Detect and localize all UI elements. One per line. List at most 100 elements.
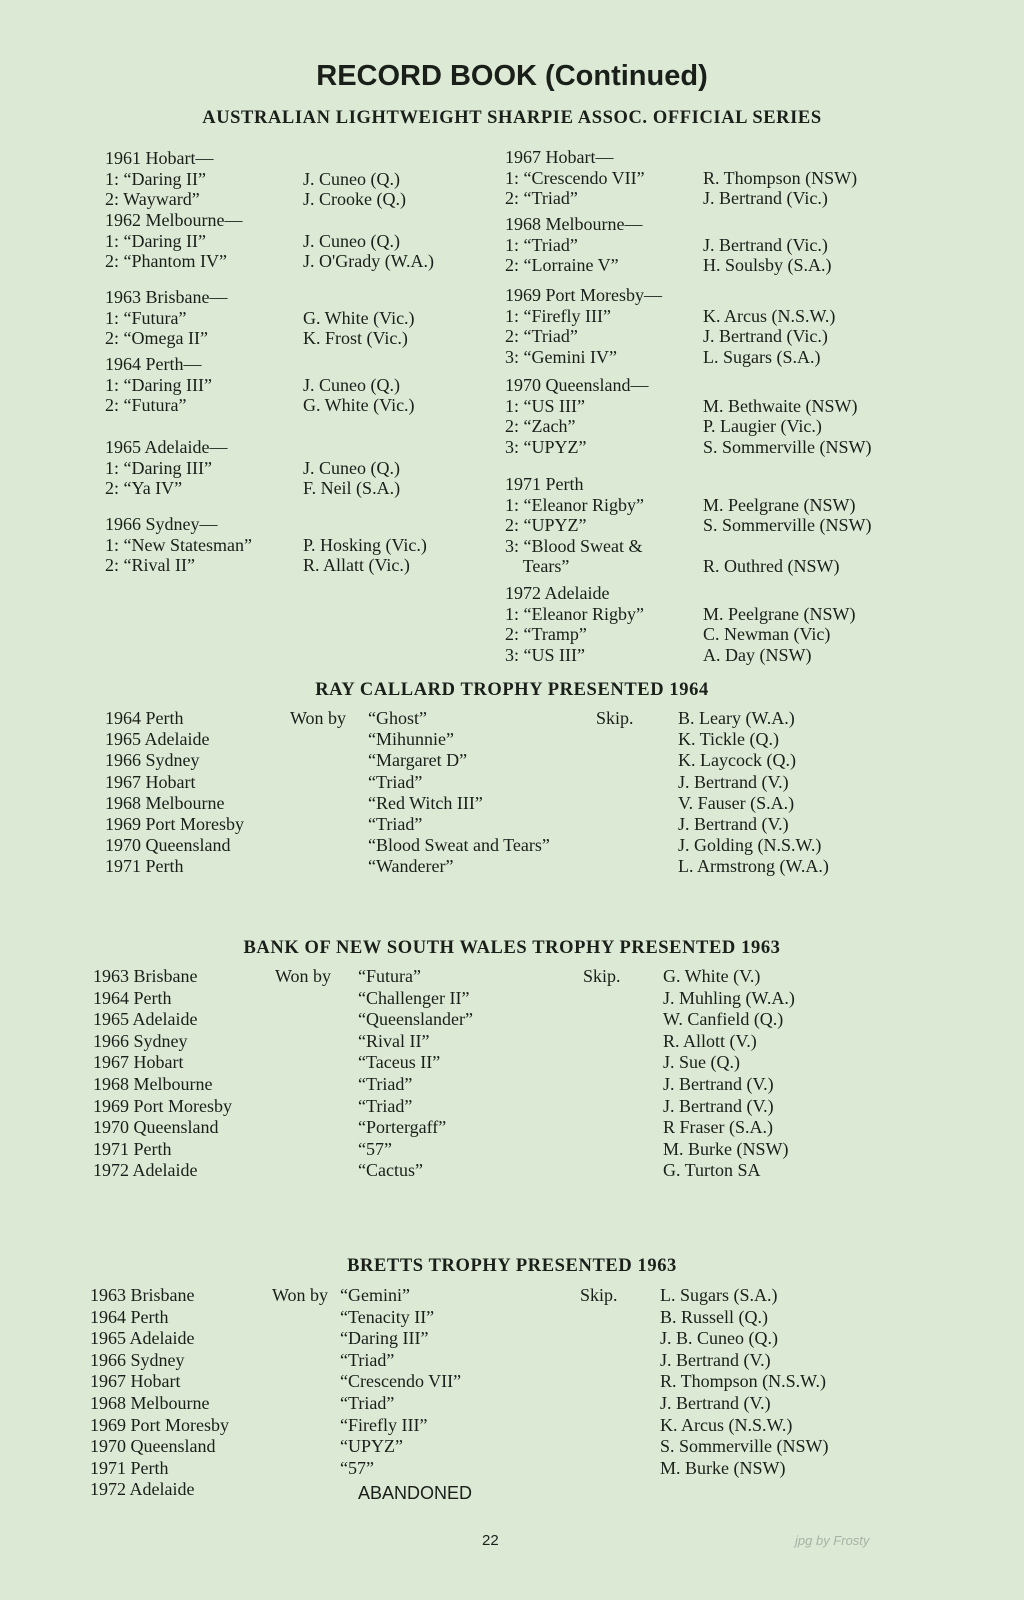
year-venue: 1968 Melbourne xyxy=(93,1074,213,1094)
boat-name: 1: “Firefly III” xyxy=(505,305,611,326)
skipper-name: J. Cuneo (Q.) xyxy=(303,230,400,251)
boat-name: 2: “Triad” xyxy=(505,326,578,347)
event-heading: 1971 Perth xyxy=(505,474,584,494)
boat-name: “Triad” xyxy=(340,1349,395,1370)
boat-name: “Portergaff” xyxy=(358,1117,447,1138)
boat-name: 2: “Ya IV” xyxy=(105,478,183,499)
year-venue: 1970 Queensland xyxy=(90,1436,216,1457)
boat-name: “Ghost” xyxy=(368,708,427,728)
boat-name: 1: “Daring III” xyxy=(105,457,212,478)
skipper-name: J. Bertrand (V.) xyxy=(663,1095,774,1116)
year-venue: 1971 Perth xyxy=(93,1138,172,1159)
skipper-name: M. Burke (NSW) xyxy=(660,1457,786,1478)
boat-name: 1: “Futura” xyxy=(105,307,187,328)
skipper-name: R. Thompson (N.S.W.) xyxy=(660,1371,827,1392)
skipper-name: J. Bertrand (Vic.) xyxy=(703,188,828,209)
skipper-name: L. Armstrong (W.A.) xyxy=(678,856,829,877)
skipper-name: P. Laugier (Vic.) xyxy=(703,416,822,437)
skipper-name: R. Allott (V.) xyxy=(663,1030,757,1051)
boat-name: “Mihunnie” xyxy=(368,729,454,750)
skipper-name: R. Thompson (NSW) xyxy=(703,167,858,188)
boat-name: “Cactus” xyxy=(358,1160,423,1181)
skipper-name: M. Peelgrane (NSW) xyxy=(703,603,856,624)
year-venue: 1970 Queensland xyxy=(93,1117,219,1138)
boat-name: “Gemini” xyxy=(340,1285,410,1305)
skipper-name: M. Burke (NSW) xyxy=(663,1138,789,1159)
abandoned-note: ABANDONED xyxy=(358,1483,473,1504)
boat-name: 1: “Crescendo VII” xyxy=(505,167,645,188)
year-venue: 1964 Perth xyxy=(93,987,172,1008)
boat-name: “Futura” xyxy=(358,966,421,986)
event-heading: 1965 Adelaide— xyxy=(105,437,228,457)
boat-name: 2: Wayward” xyxy=(105,189,200,210)
boat-name: “Triad” xyxy=(368,771,423,792)
skipper-name: S. Sommerville (NSW) xyxy=(660,1436,829,1457)
skipper-name: J. Bertrand (V.) xyxy=(660,1349,771,1370)
skipper-name: P. Hosking (Vic.) xyxy=(303,534,427,555)
year-venue: 1969 Port Moresby xyxy=(90,1414,229,1435)
boat-name: 2: “Omega II” xyxy=(105,328,208,349)
skipper-name: J. Muhling (W.A.) xyxy=(663,987,795,1008)
boat-name: 2: “Triad” xyxy=(505,188,578,209)
skipper-name: M. Bethwaite (NSW) xyxy=(703,395,858,416)
boat-name: 2: “Zach” xyxy=(505,416,576,437)
event-heading: 1962 Melbourne— xyxy=(105,210,243,230)
trophy-heading: BANK OF NEW SOUTH WALES TROPHY PRESENTED… xyxy=(243,938,781,958)
boat-name: “Blood Sweat and Tears” xyxy=(368,835,550,856)
year-venue: 1968 Melbourne xyxy=(90,1393,210,1413)
boat-name: “Triad” xyxy=(368,814,423,834)
skipper-name: L. Sugars (S.A.) xyxy=(703,346,821,367)
won-by-label: Won by xyxy=(275,966,332,986)
boat-name: 2: “Phantom IV” xyxy=(105,251,227,272)
trophy-heading: BRETTS TROPHY PRESENTED 1963 xyxy=(347,1256,677,1276)
skipper-name: S. Sommerville (NSW) xyxy=(703,436,872,457)
skipper-name: G. White (V.) xyxy=(663,966,761,986)
skipper-name: M. Peelgrane (NSW) xyxy=(703,494,856,515)
boat-name: “Triad” xyxy=(358,1074,413,1094)
boat-name: 3: “US III” xyxy=(505,644,585,665)
skipper-name: B. Leary (W.A.) xyxy=(678,708,795,728)
skipper-name: R. Allatt (Vic.) xyxy=(303,555,410,576)
skipper-name: K. Arcus (N.S.W.) xyxy=(703,305,836,326)
year-venue: 1965 Adelaide xyxy=(93,1009,198,1030)
year-venue: 1967 Hobart xyxy=(105,771,196,792)
skipper-name: K. Arcus (N.S.W.) xyxy=(660,1414,793,1435)
skipper-name: G. White (Vic.) xyxy=(303,395,415,416)
boat-name: “Daring III” xyxy=(340,1328,429,1349)
year-venue: 1972 Adelaide xyxy=(93,1160,198,1181)
event-heading: 1970 Queensland— xyxy=(505,375,649,395)
event-heading: 1964 Perth— xyxy=(105,354,202,374)
boat-name: 2: “Tramp” xyxy=(505,624,587,645)
year-venue: 1963 Brisbane xyxy=(90,1285,195,1305)
skipper-name: L. Sugars (S.A.) xyxy=(660,1285,778,1305)
year-venue: 1966 Sydney xyxy=(93,1030,188,1051)
skipper-name: R. Outhred (NSW) xyxy=(703,556,840,577)
boat-name: 1: “Eleanor Rigby” xyxy=(505,494,644,515)
skipper-name: H. Soulsby (S.A.) xyxy=(703,255,832,276)
skipper-name: J. Bertrand (V.) xyxy=(678,814,789,834)
boat-name: “57” xyxy=(340,1457,374,1478)
year-venue: 1964 Perth xyxy=(90,1306,169,1327)
year-venue: 1963 Brisbane xyxy=(93,966,198,986)
event-heading: 1968 Melbourne— xyxy=(505,214,643,234)
year-venue: 1967 Hobart xyxy=(90,1371,181,1392)
watermark: jpg by Frosty xyxy=(795,1533,870,1548)
skipper-name: J. Bertrand (Vic.) xyxy=(703,326,828,347)
boat-name: “Triad” xyxy=(358,1095,413,1116)
event-heading: 1972 Adelaide xyxy=(505,583,610,603)
boat-name: 1: “Daring III” xyxy=(105,374,212,395)
year-venue: 1966 Sydney xyxy=(105,750,200,771)
year-venue: 1969 Port Moresby xyxy=(93,1095,232,1116)
skipper-name: J. Cuneo (Q.) xyxy=(303,168,400,189)
year-venue: 1971 Perth xyxy=(105,856,184,877)
trophy-heading: RAY CALLARD TROPHY PRESENTED 1964 xyxy=(315,680,709,700)
event-heading: 1967 Hobart— xyxy=(505,147,614,167)
skipper-name: J. O'Grady (W.A.) xyxy=(303,251,435,272)
skipper-name: J. B. Cuneo (Q.) xyxy=(660,1328,778,1349)
boat-name: 1: “Daring II” xyxy=(105,230,206,251)
skipper-name: F. Neil (S.A.) xyxy=(303,478,401,499)
boat-name: 1: “Daring II” xyxy=(105,168,206,189)
skipper-name: J. Bertrand (V.) xyxy=(663,1074,774,1094)
skipper-name: G. Turton SA xyxy=(663,1160,761,1181)
